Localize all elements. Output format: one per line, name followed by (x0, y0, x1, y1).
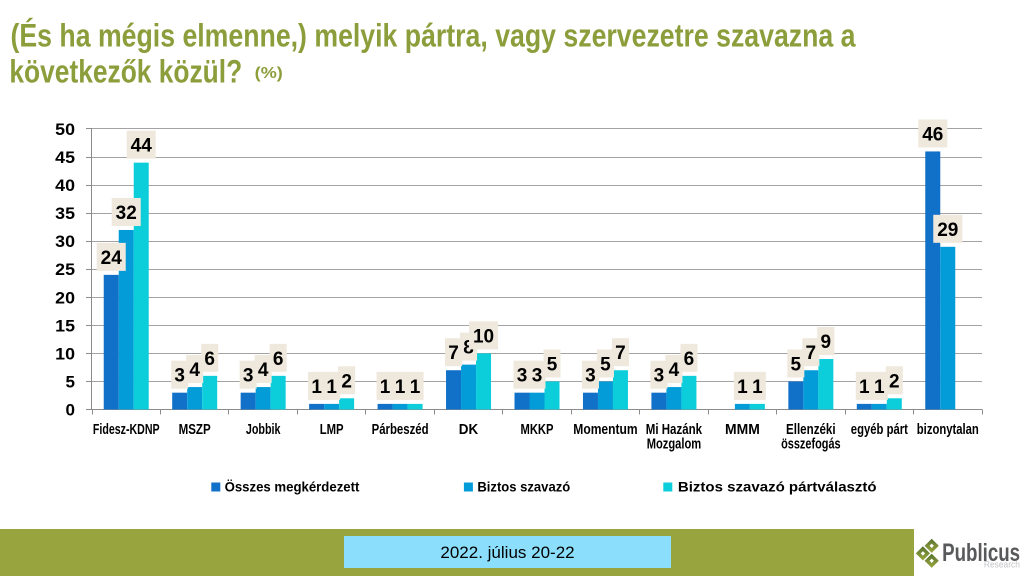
svg-text:2: 2 (341, 371, 352, 392)
svg-text:1: 1 (311, 377, 322, 398)
svg-text:1: 1 (874, 377, 885, 398)
svg-text:Biztos szavazó pártválasztó: Biztos szavazó pártválasztó (678, 479, 877, 495)
svg-text:4: 4 (189, 360, 200, 381)
svg-text:1: 1 (395, 377, 406, 398)
svg-text:bizonytalan: bizonytalan (917, 421, 979, 438)
svg-text:3: 3 (654, 366, 665, 387)
svg-text:7: 7 (615, 343, 626, 364)
svg-text:46: 46 (922, 124, 943, 145)
svg-text:7: 7 (448, 343, 459, 364)
svg-text:Jobbik: Jobbik (246, 421, 281, 438)
svg-text:Biztos szavazó: Biztos szavazó (477, 479, 570, 495)
svg-text:Publicus: Publicus (942, 539, 1020, 567)
svg-text:6: 6 (684, 349, 695, 370)
svg-text:6: 6 (273, 349, 284, 370)
svg-text:40: 40 (55, 176, 75, 195)
svg-text:Fidesz-KDNP: Fidesz-KDNP (93, 421, 160, 438)
svg-text:10: 10 (473, 326, 494, 347)
svg-text:50: 50 (55, 120, 75, 139)
svg-text:29: 29 (937, 220, 958, 241)
svg-text:Research: Research (984, 560, 1020, 571)
svg-text:10: 10 (55, 344, 75, 363)
svg-text:1: 1 (752, 377, 763, 398)
svg-text:35: 35 (55, 204, 75, 223)
svg-text:(%): (%) (255, 65, 283, 82)
svg-text:5: 5 (600, 354, 611, 375)
svg-text:MKKP: MKKP (521, 421, 554, 438)
svg-text:MMM: MMM (725, 421, 760, 438)
svg-text:24: 24 (101, 248, 123, 269)
svg-text:3: 3 (243, 366, 254, 387)
svg-text:8: 8 (463, 338, 474, 359)
svg-text:7: 7 (806, 343, 817, 364)
svg-text:3: 3 (532, 366, 543, 387)
svg-text:DK: DK (459, 421, 479, 438)
svg-text:25: 25 (55, 260, 75, 279)
svg-text:44: 44 (131, 136, 153, 157)
svg-text:1: 1 (737, 377, 748, 398)
svg-text:(És ha mégis elmenne,) melyik: (És ha mégis elmenne,) melyik pártra, va… (11, 18, 856, 54)
svg-text:következők közül?: következők közül? (9, 53, 242, 89)
svg-text:45: 45 (55, 148, 75, 167)
svg-text:4: 4 (258, 360, 269, 381)
svg-text:összefogás: összefogás (781, 435, 841, 452)
svg-text:Mozgalom: Mozgalom (647, 435, 702, 452)
svg-text:1: 1 (410, 377, 421, 398)
svg-text:LMP: LMP (320, 421, 344, 438)
svg-text:3: 3 (585, 366, 596, 387)
svg-text:Momentum: Momentum (573, 421, 637, 438)
svg-text:MSZP: MSZP (179, 421, 211, 438)
svg-text:5: 5 (547, 354, 558, 375)
svg-text:20: 20 (55, 288, 75, 307)
svg-text:egyéb párt: egyéb párt (851, 421, 908, 438)
svg-text:6: 6 (204, 349, 215, 370)
svg-text:3: 3 (174, 366, 185, 387)
svg-text:4: 4 (669, 360, 680, 381)
svg-text:30: 30 (55, 232, 75, 251)
svg-text:15: 15 (55, 316, 75, 335)
svg-text:2: 2 (889, 371, 900, 392)
svg-text:32: 32 (116, 203, 137, 224)
svg-text:Összes megkérdezett: Összes megkérdezett (225, 479, 360, 495)
svg-text:0: 0 (66, 401, 75, 420)
svg-text:5: 5 (791, 354, 802, 375)
svg-text:1: 1 (380, 377, 391, 398)
svg-text:Párbeszéd: Párbeszéd (372, 421, 429, 438)
svg-text:9: 9 (821, 332, 832, 353)
svg-text:Ellenzéki: Ellenzéki (786, 421, 836, 438)
svg-text:Mi Hazánk: Mi Hazánk (646, 421, 703, 438)
svg-text:3: 3 (517, 366, 528, 387)
svg-text:1: 1 (326, 377, 337, 398)
svg-text:5: 5 (66, 372, 75, 391)
svg-text:1: 1 (859, 377, 870, 398)
